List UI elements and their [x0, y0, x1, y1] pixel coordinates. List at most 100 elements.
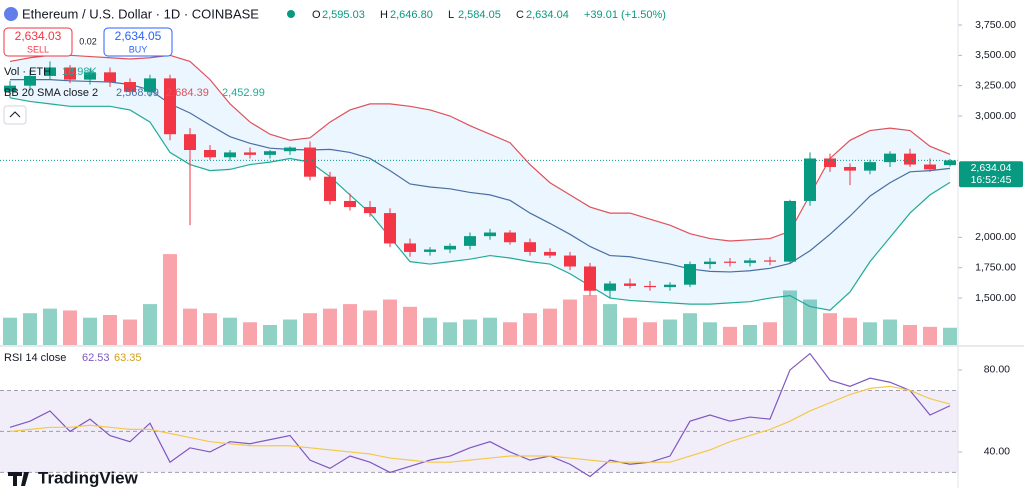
y-tick-label: 1,500.00: [975, 292, 1016, 304]
candle-body: [204, 149, 216, 158]
volume-bar: [603, 304, 617, 345]
rsi-ma-line: [9, 385, 951, 463]
rsi-ma-badge-label: 63.35: [978, 398, 1004, 410]
candle-body: [604, 283, 616, 291]
volume-bar: [823, 313, 837, 345]
volume-bar: [743, 325, 757, 345]
candle-body: [944, 160, 956, 166]
last-price-badge: [959, 161, 1023, 188]
y-tick-label: 3,000.00: [975, 110, 1016, 122]
bb-legend: BB 20 SMA close 2: [4, 87, 98, 99]
candle-body: [664, 284, 676, 288]
candle-body: [44, 67, 56, 76]
candle-body: [24, 75, 36, 86]
buy-price[interactable]: 2,634.05: [115, 29, 162, 43]
candle-body: [384, 213, 396, 244]
candle-body: [804, 158, 816, 201]
volume-bar: [123, 319, 137, 345]
candle-body: [504, 232, 516, 243]
candle-body: [324, 176, 336, 201]
volume-bar: [263, 325, 277, 345]
bb-lower-badge-label: 2,452.99: [971, 202, 1012, 214]
y-tick-label: 40.00: [984, 446, 1010, 458]
symbol-title: Ethereum / U.S. Dollar · 1D · COINBASE: [22, 6, 259, 21]
candle-body: [484, 232, 496, 237]
volume-bar: [563, 299, 577, 345]
volume-bar: [43, 308, 57, 345]
volume-bar: [543, 308, 557, 345]
candle-body: [144, 78, 156, 92]
price-pane: 1,500.00 1,750.00 2,000.00 3,000.00 3,250.00…: [0, 19, 1023, 345]
volume-bar: [423, 317, 437, 345]
volume-bar: [583, 295, 597, 345]
candle-body: [924, 164, 936, 170]
ohlc: O 2,595.03 H 2,646.80 L 2,584.05 C 2,634.04 +39.…: [312, 9, 666, 21]
volume-bar: [443, 322, 457, 345]
candle-body: [264, 151, 276, 155]
sell-price[interactable]: 2,634.03: [15, 29, 62, 43]
volume-bar: [663, 319, 677, 345]
bb-lower-value: 2,452.99: [222, 87, 265, 99]
volume-bar: [783, 290, 797, 345]
buy-label[interactable]: BUY: [129, 44, 148, 54]
candle-body: [124, 82, 136, 92]
ohlc-key: O: [312, 9, 321, 21]
volume-bar: [923, 326, 937, 345]
volume-bar: [463, 319, 477, 345]
candle-body: [584, 266, 596, 291]
spread: 0.02: [79, 36, 97, 46]
ohlc-value: 2,646.80: [390, 9, 433, 21]
candle-body: [404, 243, 416, 252]
volume-bar: [23, 313, 37, 345]
ohlc-key: L: [448, 9, 454, 21]
volume-bar: [363, 310, 377, 345]
volume-bar: [3, 317, 17, 345]
y-tick-label: 3,250.00: [975, 79, 1016, 91]
sell-label[interactable]: SELL: [27, 44, 49, 54]
collapse-icon[interactable]: [9, 111, 21, 118]
volume-bar: [203, 313, 217, 345]
bb-basis-badge-label: 2,568.69: [971, 188, 1012, 200]
bb-fill: [10, 55, 950, 311]
candle-body: [344, 200, 356, 208]
candle-body: [444, 245, 456, 250]
buy-button[interactable]: [103, 27, 173, 57]
ohlc-value: 2,595.03: [322, 9, 365, 21]
collapse-button[interactable]: [3, 105, 27, 125]
volume-bar: [403, 306, 417, 345]
candle-body: [184, 134, 196, 150]
volume-bar: [503, 322, 517, 345]
rsi-ma-value: 63.35: [114, 352, 142, 364]
volume-bar: [643, 322, 657, 345]
volume-bar: [343, 304, 357, 345]
sell-button[interactable]: [3, 27, 73, 57]
tv-logo-icon: [8, 472, 29, 486]
volume-bar: [223, 317, 237, 345]
rsi-legend: RSI 14 close: [4, 352, 66, 364]
last-price-label: 2,634.04: [971, 162, 1012, 174]
candle-body: [864, 162, 876, 171]
candle-body: [284, 147, 296, 152]
volume-bar: [943, 327, 957, 345]
volume-bar: [763, 322, 777, 345]
rsi-line: [9, 352, 951, 478]
y-tick-label: 2,000.00: [975, 231, 1016, 243]
ohlc-value: 2,584.05: [458, 9, 501, 21]
volume-legend-value: 18.98K: [62, 66, 98, 78]
volume-bar: [883, 319, 897, 345]
candle-body: [904, 153, 916, 165]
volume-bar: [683, 313, 697, 345]
candle-body: [844, 166, 856, 171]
volume-bar: [523, 313, 537, 345]
rsi-pane: 40.00 80.00 63.35 62.53: [0, 352, 1010, 478]
candle-body: [524, 242, 536, 252]
bb-basis-value: 2,568.69: [116, 87, 159, 99]
candle-body: [564, 255, 576, 267]
volume-badge-label: 18.98K: [974, 331, 1007, 343]
y-tick-label: 3,500.00: [975, 49, 1016, 61]
volume-bar: [143, 304, 157, 345]
volume-legend: Vol · ETH: [4, 66, 51, 78]
candle-body: [304, 147, 316, 177]
candle-body: [104, 72, 116, 83]
